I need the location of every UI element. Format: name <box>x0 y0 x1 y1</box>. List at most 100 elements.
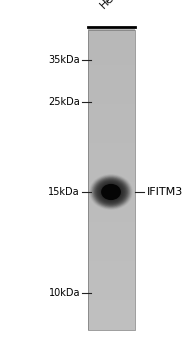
Bar <box>88 124 135 126</box>
Bar <box>88 287 135 289</box>
Ellipse shape <box>102 184 120 200</box>
Bar <box>88 184 135 186</box>
Bar <box>88 76 135 78</box>
Bar <box>88 299 135 301</box>
Bar <box>88 321 135 323</box>
Bar <box>88 96 135 98</box>
Bar <box>88 32 135 34</box>
Bar <box>88 285 135 287</box>
Bar <box>88 72 135 74</box>
Bar <box>88 187 135 189</box>
Bar <box>88 225 135 227</box>
Bar <box>88 295 135 297</box>
Ellipse shape <box>104 187 118 198</box>
Bar <box>88 242 135 244</box>
Bar <box>88 222 135 224</box>
Bar <box>88 328 135 330</box>
Bar <box>88 215 135 217</box>
Bar <box>88 61 135 63</box>
Bar <box>88 306 135 308</box>
Bar <box>88 117 135 119</box>
Text: HeLa: HeLa <box>98 0 125 10</box>
Bar <box>88 238 135 240</box>
Bar <box>88 250 135 252</box>
Bar <box>88 149 135 151</box>
Bar <box>88 165 135 167</box>
Bar <box>88 143 135 145</box>
Bar <box>88 283 135 285</box>
Bar <box>88 137 135 139</box>
Bar <box>88 113 135 115</box>
Bar <box>88 57 135 59</box>
Bar <box>88 177 135 179</box>
Bar <box>88 41 135 43</box>
Bar <box>88 213 135 215</box>
Bar <box>88 98 135 100</box>
Bar <box>88 282 135 284</box>
Bar <box>88 219 135 221</box>
Bar <box>88 325 135 327</box>
Bar <box>88 209 135 211</box>
Bar <box>88 157 135 159</box>
Bar <box>88 257 135 259</box>
Bar <box>88 249 135 251</box>
Ellipse shape <box>101 184 121 200</box>
Bar <box>88 274 135 276</box>
Bar <box>88 319 135 321</box>
Bar <box>88 204 135 206</box>
Bar <box>88 176 135 178</box>
Bar <box>88 241 135 243</box>
Bar <box>88 152 135 154</box>
Bar <box>88 156 135 158</box>
Bar <box>88 179 135 181</box>
Bar <box>88 205 135 207</box>
Bar <box>88 132 135 134</box>
Bar <box>88 48 135 50</box>
Bar <box>88 262 135 264</box>
Bar <box>88 302 135 304</box>
Bar <box>88 108 135 110</box>
Ellipse shape <box>100 183 121 201</box>
Bar <box>88 90 135 92</box>
Bar <box>88 232 135 234</box>
Ellipse shape <box>101 184 121 200</box>
Bar <box>88 49 135 51</box>
Bar <box>88 296 135 298</box>
Bar <box>88 55 135 57</box>
Bar <box>88 269 135 271</box>
Bar <box>88 265 135 267</box>
Bar <box>88 39 135 41</box>
Ellipse shape <box>106 188 117 196</box>
Ellipse shape <box>94 178 128 206</box>
Ellipse shape <box>103 186 119 198</box>
Bar <box>88 258 135 260</box>
Bar <box>88 248 135 250</box>
Bar <box>88 78 135 80</box>
Bar <box>88 275 135 277</box>
Bar <box>88 236 135 238</box>
Bar <box>88 324 135 326</box>
Bar <box>88 211 135 213</box>
Bar <box>88 216 135 218</box>
Bar <box>88 212 135 214</box>
Bar <box>88 71 135 73</box>
Bar <box>88 310 135 312</box>
Bar <box>88 85 135 87</box>
Bar <box>88 161 135 163</box>
Text: IFITM3: IFITM3 <box>147 187 183 197</box>
Bar <box>88 210 135 212</box>
Text: 15kDa: 15kDa <box>48 187 80 197</box>
Bar <box>88 231 135 233</box>
Bar <box>88 29 135 31</box>
Ellipse shape <box>95 179 127 205</box>
Bar <box>88 309 135 311</box>
Bar <box>88 38 135 40</box>
Ellipse shape <box>110 191 112 193</box>
Bar <box>88 95 135 97</box>
Bar <box>88 174 135 176</box>
Bar <box>88 254 135 256</box>
Bar <box>88 308 135 310</box>
Bar <box>88 68 135 70</box>
Bar <box>88 266 135 268</box>
Bar <box>88 227 135 229</box>
